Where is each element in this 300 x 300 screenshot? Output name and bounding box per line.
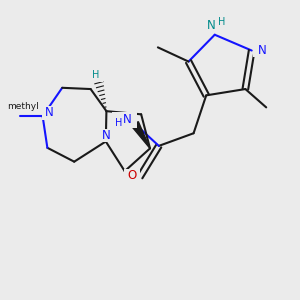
Text: H: H — [218, 17, 225, 27]
Polygon shape — [131, 122, 150, 148]
Text: H: H — [115, 118, 122, 128]
Text: N: N — [45, 106, 54, 119]
Bar — [112, 112, 137, 128]
Bar — [99, 128, 114, 142]
Text: methyl: methyl — [7, 102, 39, 111]
Text: O: O — [128, 169, 136, 182]
Text: N: N — [257, 44, 266, 57]
Text: N: N — [123, 113, 131, 126]
Bar — [200, 18, 226, 32]
Bar — [124, 169, 140, 182]
Bar — [253, 44, 271, 57]
Bar — [88, 70, 103, 82]
Text: H: H — [92, 70, 99, 80]
Text: N: N — [207, 19, 216, 32]
Bar — [7, 101, 39, 114]
Bar — [42, 106, 57, 120]
Text: N: N — [102, 129, 111, 142]
